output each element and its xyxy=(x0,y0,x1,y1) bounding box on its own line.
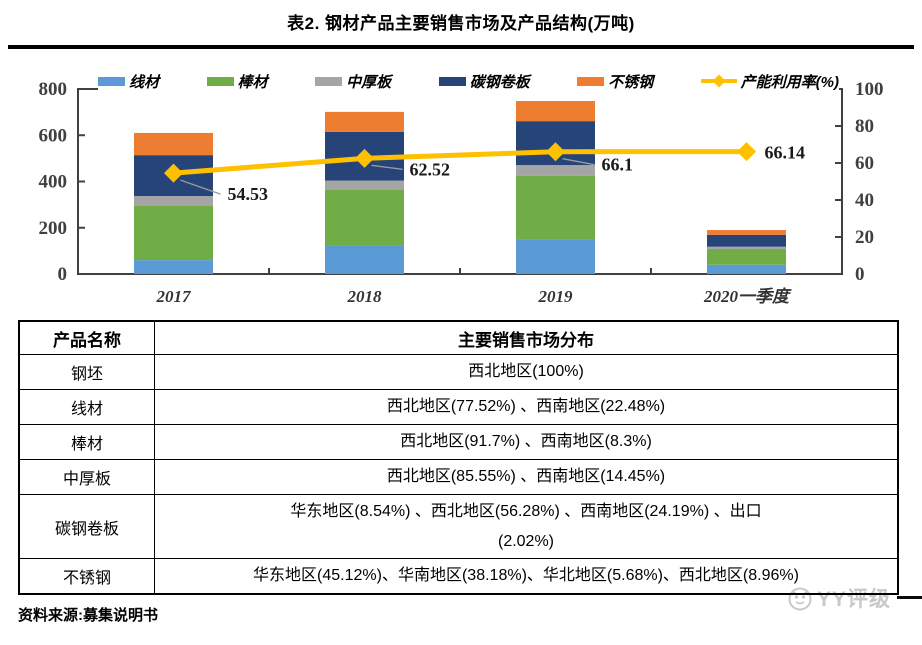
bar-segment xyxy=(707,246,786,250)
market-distribution-cell: 华东地区(45.12%)、华南地区(38.18%)、华北地区(5.68%)、西北… xyxy=(154,558,899,595)
legend-label: 不锈钢 xyxy=(608,73,654,91)
legend-swatch xyxy=(206,76,234,86)
legend-swatch xyxy=(438,76,466,86)
market-distribution-cell: 华东地区(8.54%) 、西北地区(56.28%) 、西南地区(24.19%) … xyxy=(154,493,899,560)
x-category-label: 2018 xyxy=(347,287,383,306)
bar-segment xyxy=(516,165,595,176)
y-left-tick-label: 0 xyxy=(58,264,68,285)
y-right-tick-label: 20 xyxy=(855,227,874,248)
legend-swatch xyxy=(98,76,125,86)
x-category-label: 2020一季度 xyxy=(703,287,792,306)
legend-label: 碳钢卷板 xyxy=(469,73,530,91)
title-divider xyxy=(8,45,914,49)
y-right-tick-label: 0 xyxy=(855,264,865,285)
diamond-marker xyxy=(355,148,374,168)
table-row: 棒材 西北地区(91.7%) 、西南地区(8.3%) xyxy=(18,424,899,460)
chart-area: 0 200 400 600 800 0 20 40 60 80 100 2017 2018 2019 202… xyxy=(0,58,922,312)
table-row: 碳钢卷板 华东地区(8.54%) 、西北地区(56.28%) 、西南地区(24.1… xyxy=(18,493,899,560)
table-row: 中厚板 西北地区(85.55%) 、西南地区(14.45%) xyxy=(18,459,899,495)
capacity-line xyxy=(171,149,749,176)
legend-item: 不锈钢 xyxy=(577,71,653,92)
y-left-tick-label: 400 xyxy=(39,172,68,193)
y-right-tick-label: 40 xyxy=(855,190,874,211)
product-name-cell: 钢坯 xyxy=(18,354,155,390)
legend-item: 中厚板 xyxy=(315,71,391,92)
bar-segment xyxy=(707,249,786,265)
bar-segment xyxy=(134,260,213,274)
bar-segment xyxy=(516,239,595,274)
product-name-cell: 不锈钢 xyxy=(18,558,155,595)
line-value-label: 66.14 xyxy=(765,143,806,163)
line-value-label: 66.1 xyxy=(602,155,634,175)
combo-chart: 0 200 400 600 800 0 20 40 60 80 100 2017 2018 2019 202… xyxy=(39,79,884,306)
legend-line-marker xyxy=(700,74,737,88)
legend-label: 线材 xyxy=(129,73,160,91)
product-name-cell: 碳钢卷板 xyxy=(18,493,155,560)
source-note: 资料来源:募集说明书 xyxy=(18,607,158,624)
product-name-cell: 线材 xyxy=(18,389,155,425)
label-leader-line xyxy=(371,164,403,171)
y-right-tick-label: 100 xyxy=(855,79,884,100)
bar-segment xyxy=(325,189,404,246)
legend-item: 产能利用率(%) xyxy=(700,71,839,92)
legend-swatch xyxy=(577,76,605,86)
page-title: 表2. 钢材产品主要销售市场及产品结构(万吨) xyxy=(287,14,635,33)
bar-segment xyxy=(325,245,404,274)
line-value-label: 62.52 xyxy=(410,159,451,179)
legend-item: 棒材 xyxy=(206,71,268,92)
market-distribution-cell: 西北地区(91.7%) 、西南地区(8.3%) xyxy=(154,424,899,460)
table-header-row: 产品名称 主要销售市场分布 xyxy=(18,320,899,355)
table-header-market: 主要销售市场分布 xyxy=(154,320,899,355)
bar-segment xyxy=(707,230,786,235)
market-distribution-cell: 西北地区(100%) xyxy=(154,354,899,390)
market-distribution-cell: 西北地区(77.52%) 、西南地区(22.48%) xyxy=(154,389,899,425)
bar-segment xyxy=(134,206,213,261)
y-right-tick-label: 80 xyxy=(855,116,874,137)
x-category-label: 2019 xyxy=(538,287,574,306)
legend-label: 中厚板 xyxy=(346,73,392,91)
bar-segment xyxy=(707,234,786,247)
y-left-tick-label: 200 xyxy=(39,218,68,239)
bar-segment xyxy=(134,132,213,156)
x-category-label: 2017 xyxy=(156,287,193,306)
label-leader-line xyxy=(562,158,595,166)
bar-segment xyxy=(134,196,213,207)
table-border-extension xyxy=(897,596,922,599)
diamond-marker xyxy=(164,163,183,183)
table-row: 线材 西北地区(77.52%) 、西南地区(22.48%) xyxy=(18,389,899,425)
table-header-product: 产品名称 xyxy=(18,320,155,355)
legend-item: 碳钢卷板 xyxy=(438,71,530,92)
bar-segment xyxy=(325,180,404,190)
table-row: 不锈钢 华东地区(45.12%)、华南地区(38.18%)、华北地区(5.68%)… xyxy=(18,558,899,595)
legend-label: 棒材 xyxy=(237,73,268,91)
legend-label: 产能利用率(%) xyxy=(740,73,839,91)
line-value-label: 54.53 xyxy=(228,184,269,204)
chart-legend: 线材 棒材 中厚板 碳钢卷板 不锈钢 产能利用率(%) xyxy=(98,68,839,94)
y-left-tick-label: 800 xyxy=(39,79,68,100)
legend-item: 线材 xyxy=(98,71,159,92)
product-name-cell: 棒材 xyxy=(18,424,155,460)
bar-segment xyxy=(707,264,786,274)
product-name-cell: 中厚板 xyxy=(18,459,155,495)
bar-segment xyxy=(516,101,595,122)
legend-swatch xyxy=(315,76,343,86)
diamond-marker xyxy=(737,142,756,162)
y-left-tick-label: 600 xyxy=(39,125,68,146)
bar-segment xyxy=(516,175,595,240)
label-leader-line xyxy=(180,179,221,195)
bar-segment xyxy=(325,111,404,132)
sales-market-table: 产品名称 主要销售市场分布 钢坯 西北地区(100%) 线材 西北地区(77.52%)… xyxy=(18,320,899,596)
y-right-tick-label: 60 xyxy=(855,153,874,174)
table-row: 钢坯 西北地区(100%) xyxy=(18,354,899,390)
market-distribution-cell: 西北地区(85.55%) 、西南地区(14.45%) xyxy=(154,459,899,495)
diamond-marker xyxy=(546,142,565,162)
